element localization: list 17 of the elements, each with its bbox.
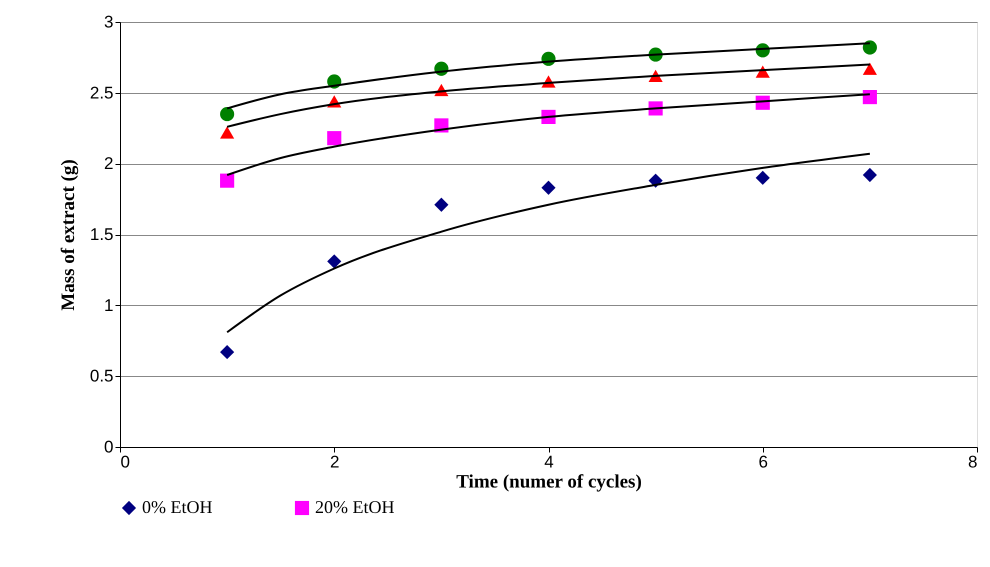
y-tick-label: 1 <box>104 296 114 315</box>
legend-label: 0% EtOH <box>142 497 212 517</box>
x-axis-title: Time (numer of cycles) <box>456 472 642 492</box>
y-tick-label: 0.5 <box>90 366 114 386</box>
y-tick-label: 2 <box>104 154 114 174</box>
x-tick-label: 8 <box>968 452 978 472</box>
x-tick-label: 0 <box>120 452 130 472</box>
legend-label: 20% EtOH <box>315 497 394 517</box>
y-axis-title: Mass of extract (g) <box>58 159 79 311</box>
line-series <box>226 152 871 334</box>
x-tick-label: 4 <box>544 452 554 472</box>
y-tick-label: 2.5 <box>90 83 114 102</box>
y-tick-label: 3 <box>104 12 114 32</box>
x-tick-label: 6 <box>758 452 768 472</box>
y-tick-label: 1.5 <box>90 225 114 244</box>
x-tick-label: 2 <box>330 452 340 472</box>
y-tick-label: 0 <box>104 438 114 456</box>
